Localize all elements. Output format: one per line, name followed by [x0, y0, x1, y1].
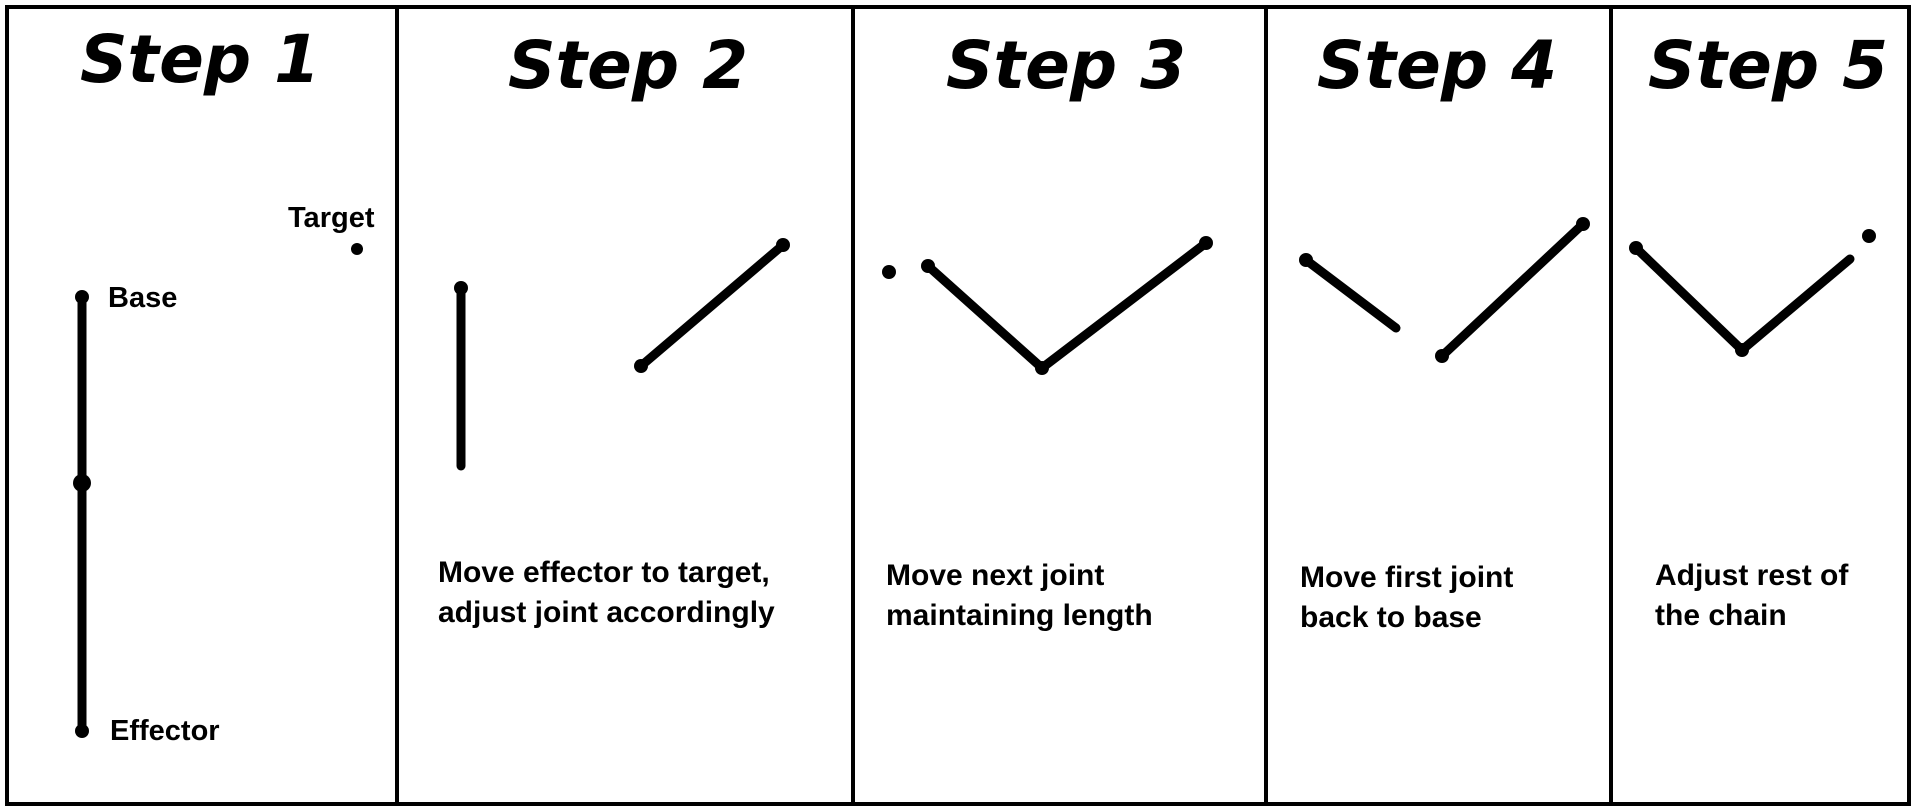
chain-segment	[923, 261, 1047, 373]
effector-joint	[1576, 217, 1590, 231]
effector-label: Effector	[110, 715, 220, 747]
panel-step-4: Step 4 Move first joint back to base	[1299, 27, 1590, 634]
target-label: Target	[288, 202, 375, 234]
joint	[454, 281, 468, 295]
step-4-title: Step 4	[1317, 27, 1557, 104]
step-2-title: Step 2	[508, 27, 748, 104]
panel-step-5: Step 5 Adjust rest of the chain	[1629, 27, 1888, 632]
effector-joint	[75, 724, 89, 738]
effector-joint	[776, 238, 790, 252]
step-4-caption-line-2: back to base	[1300, 601, 1482, 634]
chain-segment	[636, 240, 788, 371]
base-label: Base	[108, 282, 177, 314]
base-joint	[75, 290, 89, 304]
step-3-title: Step 3	[946, 27, 1186, 104]
joint	[921, 259, 935, 273]
chain-segment	[1737, 254, 1855, 355]
joint	[1035, 361, 1049, 375]
step-5-title: Step 5	[1648, 27, 1888, 104]
diagram-border	[5, 5, 1911, 806]
chain-segment	[1631, 243, 1747, 355]
step-4-caption-line-1: Move first joint	[1300, 561, 1513, 594]
step-1-title: Step 1	[80, 21, 320, 98]
base-joint	[1629, 241, 1643, 255]
middle-joint	[73, 474, 91, 492]
step-3-caption-line-2: maintaining length	[886, 599, 1153, 632]
effector-joint	[1199, 236, 1213, 250]
step-5-caption-line-1: Adjust rest of	[1655, 559, 1849, 592]
panel-step-1: Step 1 Target Base Effector	[73, 21, 375, 747]
target-point	[1862, 229, 1876, 243]
step-2-caption-line-1: Move effector to target,	[438, 556, 770, 589]
step-3-caption-line-1: Move next joint	[886, 559, 1104, 592]
chain-segment	[1037, 238, 1211, 373]
base-point	[882, 265, 896, 279]
panel-step-2: Step 2 Move effector to target, adjust j…	[438, 27, 790, 629]
chain-segment	[1437, 219, 1588, 361]
panel-step-3: Step 3 Move next joint maintaining lengt…	[882, 27, 1213, 632]
step-2-caption-line-2: adjust joint accordingly	[438, 596, 775, 629]
target-point	[351, 243, 363, 255]
joint	[1735, 343, 1749, 357]
base-joint	[1299, 253, 1313, 267]
joint	[634, 359, 648, 373]
chain-segment	[1301, 255, 1401, 333]
step-5-caption-line-2: the chain	[1655, 599, 1787, 632]
joint	[1435, 349, 1449, 363]
